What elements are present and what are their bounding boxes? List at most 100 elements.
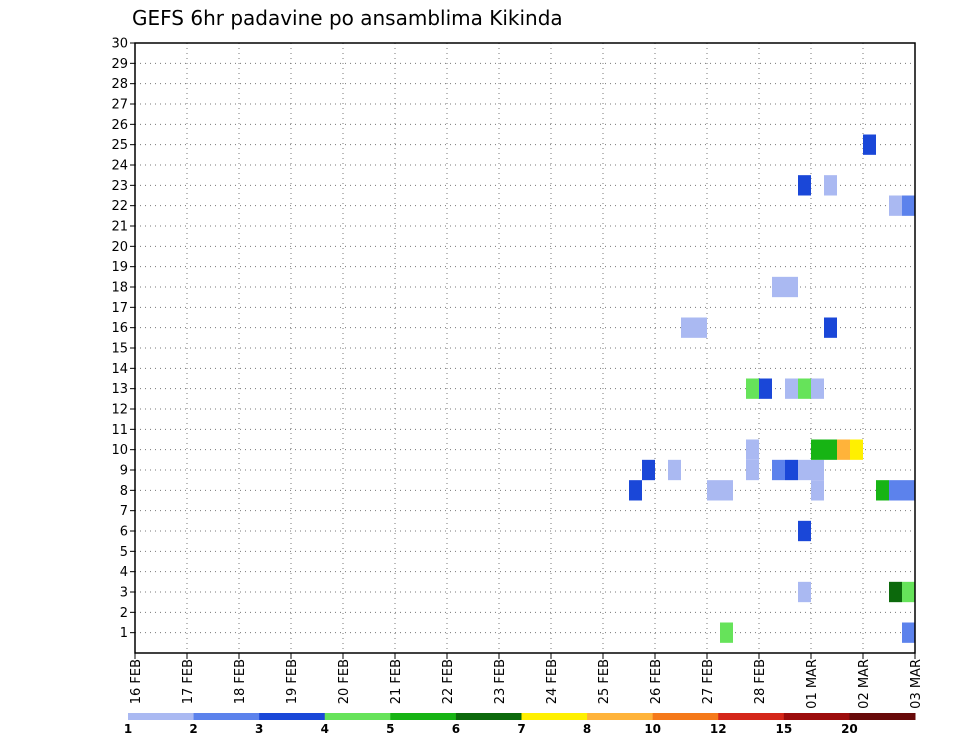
y-tick-label: 30 [111,37,128,52]
colorbar-swatch [128,713,195,720]
precip-cell [902,581,915,603]
y-tick-label: 7 [120,504,128,519]
y-tick-label: 20 [111,240,128,255]
precip-cell [811,439,837,460]
y-tick-label: 28 [111,77,128,92]
colorbar-label: 10 [644,722,661,736]
colorbar-label: 4 [321,722,329,736]
x-tick-label: 27 FEB [701,659,716,704]
x-axis-ticks: 16 FEB 17 FEB 18 FEB 19 FEB 20 FEB 21 FEB 22 F… [129,653,924,709]
precip-cell [720,622,733,643]
x-tick-label: 03 MAR [909,659,924,709]
precip-cell [889,581,902,603]
x-tick-label: 20 FEB [337,659,352,704]
x-tick-label: 02 MAR [857,659,872,709]
y-tick-label: 13 [111,382,128,397]
y-tick-label: 23 [111,179,128,194]
y-tick-label: 17 [111,301,128,316]
precip-cell [746,459,759,481]
colorbar-swatch [390,713,457,720]
x-tick-label: 25 FEB [597,659,612,704]
grid-lines [134,42,916,653]
colorbar-label: 15 [775,722,792,736]
precip-cell [798,175,811,196]
y-tick-label: 24 [111,159,128,174]
y-tick-label: 10 [111,443,128,458]
precip-cells [629,134,915,643]
x-tick-label: 26 FEB [649,659,664,704]
precip-cell [798,459,824,481]
colorbar-label: 7 [517,722,525,736]
x-tick-label: 01 MAR [805,659,820,709]
y-tick-label: 29 [111,57,128,72]
x-tick-label: 16 FEB [129,659,144,704]
y-tick-label: 4 [120,565,128,580]
colorbar: 1 2 3 4 5 6 7 8 10 12 15 20 [124,713,916,736]
y-tick-label: 16 [111,321,128,336]
y-tick-label: 15 [111,342,128,357]
x-tick-label: 18 FEB [233,659,248,704]
y-tick-label: 3 [120,586,128,601]
y-tick-label: 26 [111,118,128,133]
y-tick-label: 6 [120,525,128,540]
y-tick-label: 25 [111,138,128,153]
x-tick-label: 17 FEB [181,659,196,704]
precip-cell [876,480,889,501]
colorbar-swatch [587,713,654,720]
y-tick-label: 12 [111,403,128,418]
colorbar-label: 1 [124,722,132,736]
y-tick-label: 27 [111,98,128,113]
precip-cell [785,459,798,481]
colorbar-swatch [718,713,785,720]
x-tick-label: 23 FEB [493,659,508,704]
colorbar-swatch [652,713,719,720]
precip-cell [772,276,798,298]
precip-cell [785,378,798,399]
precip-cell [837,439,850,460]
precip-cell [824,175,837,196]
x-tick-label: 19 FEB [285,659,300,704]
colorbar-swatch [193,713,260,720]
y-tick-label: 14 [111,362,128,377]
precip-cell [668,459,681,481]
colorbar-label: 3 [255,722,263,736]
y-tick-label: 18 [111,281,128,296]
colorbar-swatch [783,713,850,720]
y-tick-label: 22 [111,199,128,214]
precip-cell [642,459,655,481]
precip-cell [902,195,915,216]
y-tick-label: 8 [120,484,128,499]
colorbar-swatch [521,713,588,720]
precip-cell [798,581,811,603]
precip-cell [746,439,759,460]
x-tick-label: 22 FEB [441,659,456,704]
precip-cell [902,622,915,643]
colorbar-label: 2 [189,722,197,736]
precip-cell [772,459,785,481]
colorbar-label: 8 [583,722,591,736]
y-axis-ticks: 1234567891011121314151617181920212223242… [111,37,135,641]
chart-title: GEFS 6hr padavine po ansamblima Kikinda [132,6,563,30]
precip-cell [850,439,863,460]
precip-cell [681,317,707,338]
precip-cell [629,480,642,501]
y-tick-label: 11 [111,423,128,438]
precip-cell [707,480,733,501]
precip-cell [889,195,902,216]
y-tick-label: 19 [111,260,128,275]
y-tick-label: 2 [120,606,128,621]
colorbar-swatch [259,713,326,720]
y-tick-label: 21 [111,220,128,235]
y-tick-label: 9 [120,464,128,479]
colorbar-label: 20 [841,722,858,736]
colorbar-swatch [324,713,391,720]
precip-cell [889,480,915,501]
x-tick-label: 21 FEB [389,659,404,704]
precip-cell [759,378,772,399]
y-tick-label: 5 [120,545,128,560]
colorbar-swatch [455,713,522,720]
precip-cell [811,480,824,501]
precip-cell [824,317,837,338]
colorbar-label: 12 [710,722,727,736]
